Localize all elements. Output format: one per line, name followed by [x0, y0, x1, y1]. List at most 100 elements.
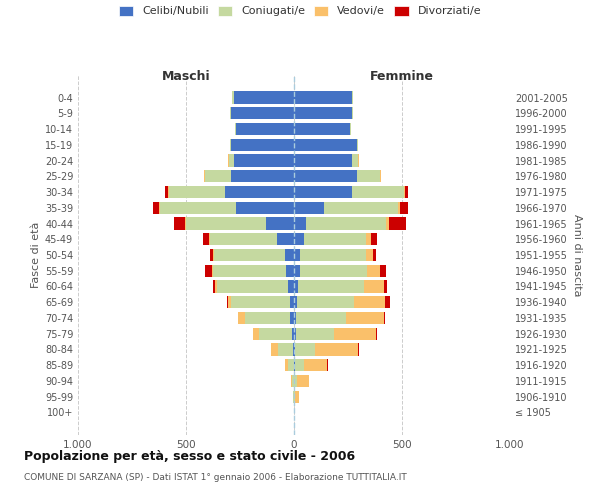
Bar	[400, 202, 409, 214]
Legend: Celibi/Nubili, Coniugati/e, Vedovi/e, Divorziati/e: Celibi/Nubili, Coniugati/e, Vedovi/e, Di…	[119, 6, 481, 16]
Bar	[238, 312, 245, 324]
Bar	[327, 359, 328, 372]
Bar	[213, 249, 214, 261]
Bar	[232, 138, 294, 151]
Text: COMUNE DI SARZANA (SP) - Dati ISTAT 1° gennaio 2006 - Elaborazione TUTTITALIA.IT: COMUNE DI SARZANA (SP) - Dati ISTAT 1° g…	[24, 472, 407, 482]
Bar	[205, 170, 232, 182]
Bar	[245, 312, 290, 324]
Bar	[232, 92, 233, 104]
Bar	[159, 202, 160, 214]
Bar	[294, 218, 306, 230]
Bar	[233, 154, 294, 166]
Text: Popolazione per età, sesso e stato civile - 2006: Popolazione per età, sesso e stato civil…	[24, 450, 355, 463]
Bar	[213, 264, 286, 277]
Bar	[294, 264, 300, 277]
Bar	[314, 344, 358, 355]
Bar	[297, 375, 309, 387]
Bar	[383, 312, 385, 324]
Bar	[213, 280, 215, 292]
Bar	[294, 390, 295, 403]
Bar	[367, 264, 380, 277]
Bar	[297, 296, 355, 308]
Bar	[278, 344, 293, 355]
Bar	[291, 375, 292, 387]
Bar	[294, 123, 350, 135]
Bar	[232, 107, 294, 120]
Bar	[334, 328, 376, 340]
Bar	[286, 264, 294, 277]
Bar	[294, 359, 295, 372]
Bar	[225, 186, 294, 198]
Bar	[295, 375, 297, 387]
Bar	[227, 296, 228, 308]
Bar	[371, 233, 377, 245]
Bar	[404, 186, 405, 198]
Bar	[386, 218, 389, 230]
Bar	[364, 280, 383, 292]
Bar	[233, 92, 294, 104]
Bar	[295, 390, 299, 403]
Bar	[166, 186, 167, 198]
Bar	[232, 170, 294, 182]
Bar	[285, 359, 288, 372]
Bar	[294, 233, 304, 245]
Bar	[293, 344, 294, 355]
Bar	[271, 344, 278, 355]
Bar	[380, 264, 386, 277]
Bar	[385, 296, 390, 308]
Bar	[346, 312, 383, 324]
Bar	[215, 280, 217, 292]
Bar	[294, 249, 301, 261]
Bar	[294, 328, 296, 340]
Bar	[286, 249, 294, 261]
Bar	[294, 344, 295, 355]
Bar	[295, 344, 314, 355]
Bar	[259, 328, 292, 340]
Bar	[174, 218, 185, 230]
Bar	[356, 138, 358, 151]
Bar	[306, 218, 386, 230]
Bar	[367, 233, 371, 245]
Y-axis label: Anni di nascita: Anni di nascita	[572, 214, 582, 296]
Bar	[277, 233, 294, 245]
Bar	[186, 218, 266, 230]
Bar	[205, 264, 212, 277]
Bar	[294, 280, 298, 292]
Bar	[210, 249, 213, 261]
Bar	[295, 359, 304, 372]
Bar	[367, 249, 373, 261]
Bar	[167, 186, 169, 198]
Bar	[214, 249, 286, 261]
Bar	[324, 202, 398, 214]
Bar	[352, 107, 353, 120]
Bar	[217, 280, 288, 292]
Bar	[356, 170, 380, 182]
Bar	[236, 123, 294, 135]
Bar	[288, 359, 293, 372]
Bar	[203, 233, 209, 245]
Bar	[294, 170, 356, 182]
Bar	[298, 280, 364, 292]
Bar	[355, 296, 385, 308]
Bar	[398, 202, 400, 214]
Bar	[232, 296, 290, 308]
Bar	[358, 344, 359, 355]
Bar	[294, 296, 297, 308]
Bar	[380, 170, 382, 182]
Bar	[373, 249, 376, 261]
Bar	[290, 296, 294, 308]
Bar	[228, 296, 232, 308]
Bar	[230, 107, 232, 120]
Bar	[296, 328, 334, 340]
Bar	[405, 186, 409, 198]
Bar	[290, 312, 294, 324]
Bar	[294, 107, 352, 120]
Bar	[389, 218, 406, 230]
Bar	[266, 218, 294, 230]
Bar	[230, 138, 232, 151]
Bar	[212, 264, 213, 277]
Bar	[294, 92, 352, 104]
Bar	[253, 328, 259, 340]
Bar	[235, 123, 236, 135]
Bar	[292, 328, 294, 340]
